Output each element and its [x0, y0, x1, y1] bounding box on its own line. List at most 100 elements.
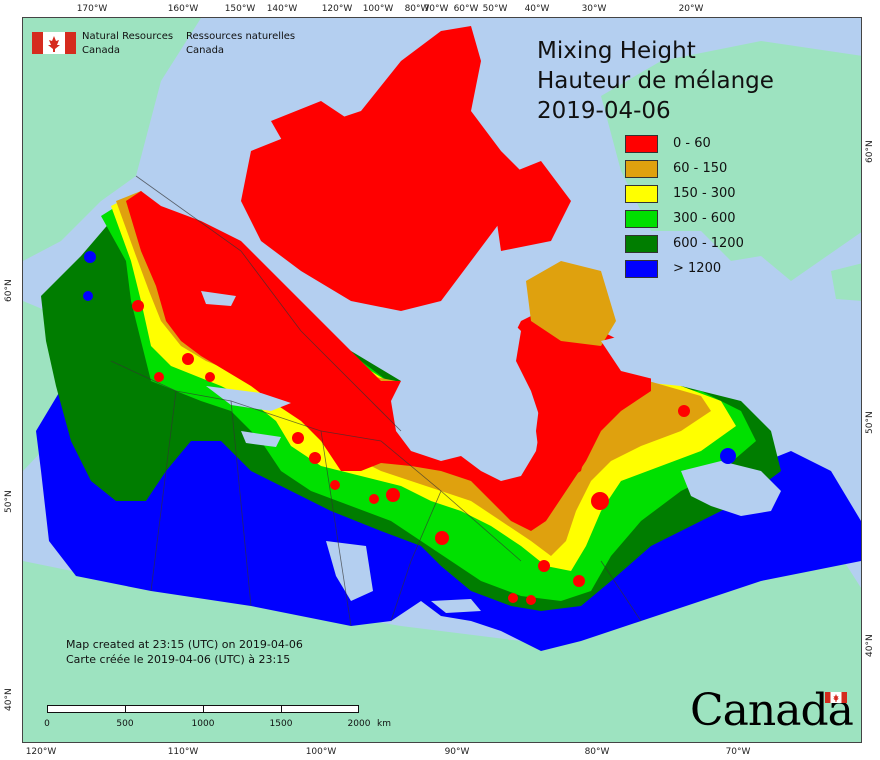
legend-swatch — [625, 210, 658, 228]
map-canvas[interactable] — [22, 17, 862, 743]
blue-spot — [84, 251, 96, 263]
left-latitude-label: 40°N — [4, 688, 14, 711]
usa-land — [23, 501, 861, 742]
hotspot — [526, 595, 536, 605]
scale-label: 1500 — [269, 719, 293, 729]
right-latitude-label: 40°N — [865, 634, 875, 657]
scale-segment — [282, 706, 358, 712]
scale-label: 0 — [44, 719, 50, 729]
hudson-bay-water — [391, 311, 541, 481]
scale-segment — [204, 706, 282, 712]
top-longitude-label: 100°W — [362, 4, 394, 14]
agency-name-en: Natural Resources Canada — [82, 30, 173, 58]
labrador-sea-water — [601, 331, 701, 381]
map-date: 2019-04-06 — [537, 98, 671, 124]
legend-label: 0 - 60 — [673, 136, 711, 151]
bottom-longitude-label: 70°W — [725, 747, 751, 757]
blue-spot — [83, 291, 93, 301]
legend-label: 150 - 300 — [673, 186, 736, 201]
scale-segment — [126, 706, 204, 712]
st-lawrence-water — [681, 461, 781, 516]
right-latitude-label: 60°N — [865, 140, 875, 163]
hotspot — [309, 452, 321, 464]
title-en: Mixing Height — [537, 38, 696, 64]
top-longitude-label: 160°W — [167, 4, 199, 14]
bottom-longitude-label: 100°W — [305, 747, 337, 757]
hotspot — [435, 531, 449, 545]
bottom-longitude-label: 110°W — [167, 747, 199, 757]
top-longitude-label: 40°W — [524, 4, 550, 14]
hotspot — [292, 432, 304, 444]
legend-swatch — [625, 235, 658, 253]
creation-note-en: Map created at 23:15 (UTC) on 2019-04-06 — [66, 638, 303, 651]
creation-note-fr: Carte créée le 2019-04-06 (UTC) à 23:15 — [66, 653, 291, 666]
hudson-bay-inner-land — [536, 381, 591, 486]
top-longitude-label: 140°W — [266, 4, 298, 14]
top-longitude-label: 30°W — [581, 4, 607, 14]
scale-bar — [47, 705, 359, 713]
surrounding-land — [23, 18, 861, 742]
scale-label: 1000 — [191, 719, 215, 729]
bottom-longitude-label: 80°W — [584, 747, 610, 757]
top-longitude-label: 80°W — [404, 4, 430, 14]
hotspot — [573, 575, 585, 587]
agency-fr-line2: Canada — [186, 45, 225, 56]
scale-label: 2000 — [347, 719, 371, 729]
legend-swatch — [625, 260, 658, 278]
greenland-land — [601, 41, 861, 281]
arctic-island-red-3 — [491, 161, 571, 251]
blue-spot — [720, 448, 736, 464]
agency-name-fr: Ressources naturelles Canada — [186, 30, 295, 58]
map-title-block: Mixing Height Hauteur de mélange 2019-04… — [537, 36, 774, 126]
title-fr: Hauteur de mélange — [537, 68, 774, 94]
hotspot — [538, 560, 550, 572]
hotspot — [132, 300, 144, 312]
lake — [326, 541, 373, 601]
canada-flag-logo — [32, 32, 76, 54]
agency-en-line2: Canada — [82, 45, 121, 56]
scale-unit: km — [377, 719, 391, 729]
province-boundaries — [110, 175, 642, 627]
scale-segment — [48, 706, 126, 712]
top-longitude-label: 50°W — [482, 4, 508, 14]
hotspot — [508, 593, 518, 603]
right-latitude-label: 50°N — [865, 411, 875, 434]
lake — [206, 386, 291, 411]
top-longitude-label: 60°W — [453, 4, 479, 14]
legend-label: 60 - 150 — [673, 161, 728, 176]
agency-fr-line1: Ressources naturelles — [186, 31, 296, 42]
hotspot — [678, 405, 690, 417]
lake — [201, 291, 236, 306]
hotspot — [205, 372, 215, 382]
lake — [431, 599, 481, 613]
left-latitude-label: 50°N — [4, 490, 14, 513]
wordmark-flag-icon — [825, 692, 847, 703]
hotspot — [386, 488, 400, 502]
hotspot — [330, 480, 340, 490]
hotspot — [369, 494, 379, 504]
legend-swatch — [625, 185, 658, 203]
top-longitude-label: 120°W — [321, 4, 353, 14]
lake — [241, 431, 281, 447]
hotspot — [154, 372, 164, 382]
baffin-island-orange — [526, 261, 616, 346]
hotspot — [182, 353, 194, 365]
bottom-longitude-label: 90°W — [444, 747, 470, 757]
top-longitude-label: 20°W — [678, 4, 704, 14]
legend-label: 300 - 600 — [673, 211, 736, 226]
left-latitude-label: 60°N — [4, 279, 14, 302]
agency-en-line1: Natural Resources — [82, 31, 174, 42]
bottom-longitude-label: 120°W — [25, 747, 57, 757]
top-longitude-label: 150°W — [224, 4, 256, 14]
canada-mixing-field — [36, 26, 861, 651]
legend-swatch — [625, 135, 658, 153]
hotspot — [591, 492, 609, 510]
scale-label: 500 — [116, 719, 134, 729]
alaska-land — [23, 18, 201, 261]
top-longitude-label: 70°W — [423, 4, 449, 14]
legend-label: 600 - 1200 — [673, 236, 744, 251]
iceland-land — [831, 263, 861, 301]
legend-label: > 1200 — [673, 261, 722, 276]
arctic-islands-red — [241, 26, 521, 311]
